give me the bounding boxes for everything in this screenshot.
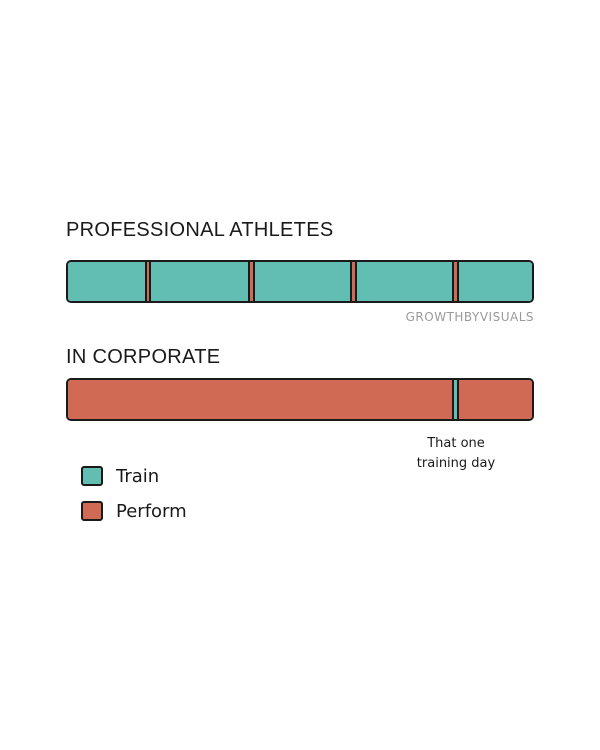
- annotation-line-2: training day: [416, 456, 496, 471]
- watermark: GROWTHBYVISUALS: [405, 310, 534, 324]
- train-segment: [357, 262, 453, 301]
- athletes-bar: [66, 260, 534, 303]
- train-swatch: [81, 466, 103, 486]
- train-segment: [451, 380, 460, 419]
- perform-segment: [247, 262, 255, 301]
- perform-swatch: [81, 501, 103, 521]
- train-segment: [254, 262, 351, 301]
- perform-segment: [68, 380, 452, 419]
- corporate-bar: [66, 378, 534, 421]
- perform-segment: [452, 262, 460, 301]
- train-segment: [151, 262, 248, 301]
- perform-segment: [144, 262, 152, 301]
- legend-label-train: Train: [116, 465, 160, 487]
- legend: Train Perform: [81, 465, 187, 522]
- legend-item-train: Train: [81, 465, 187, 487]
- athletes-title: PROFESSIONAL ATHLETES: [66, 219, 334, 241]
- training-day-annotation: That one training day: [406, 434, 506, 474]
- perform-segment: [350, 262, 358, 301]
- legend-item-perform: Perform: [81, 500, 187, 522]
- legend-label-perform: Perform: [116, 500, 187, 522]
- annotation-line-1: That one: [427, 436, 485, 451]
- train-segment: [68, 262, 145, 301]
- corporate-title: IN CORPORATE: [66, 346, 221, 368]
- train-segment: [459, 262, 532, 301]
- perform-segment: [459, 380, 532, 419]
